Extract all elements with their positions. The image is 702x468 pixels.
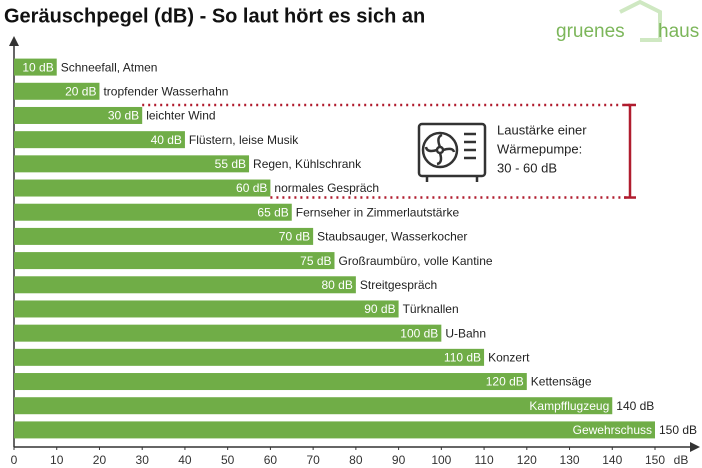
bar	[14, 421, 655, 439]
bar	[14, 179, 271, 197]
heat-pump-icon	[417, 122, 487, 182]
bar	[14, 106, 143, 124]
value-label: 30 dB	[108, 109, 139, 123]
chart-title: Geräuschpegel (dB) - So laut hört es sic…	[4, 5, 425, 27]
x-axis-label: dB	[674, 453, 689, 467]
annotation: Wärmepumpe:	[497, 141, 582, 156]
value-label: 140 dB	[616, 399, 654, 413]
category-label: leichter Wind	[146, 109, 215, 123]
category-label: Staubsauger, Wasserkocher	[317, 230, 467, 244]
bar	[14, 203, 292, 221]
category-label: Regen, Kühlschrank	[253, 157, 362, 171]
bar	[14, 155, 250, 173]
category-label: normales Gespräch	[274, 181, 379, 195]
annotation: 30 - 60 dB	[497, 160, 557, 175]
x-tick-label: 90	[392, 453, 406, 467]
x-tick-label: 50	[221, 453, 235, 467]
x-tick-label: 30	[136, 453, 150, 467]
logo-icon	[619, 0, 662, 42]
value-label: 120 dB	[486, 375, 524, 389]
bar	[14, 252, 335, 270]
category-label: Fernseher in Zimmerlautstärke	[296, 205, 460, 219]
category-label: Streitgespräch	[360, 278, 437, 292]
x-tick-label: 120	[517, 453, 537, 467]
logo-text: gruenes	[556, 21, 625, 42]
x-tick-label: 40	[178, 453, 192, 467]
value-label: 40 dB	[151, 133, 182, 147]
logo-text: haus	[658, 21, 699, 42]
value-label: 100 dB	[400, 326, 438, 340]
category-label: Kettensäge	[531, 375, 592, 389]
bar	[14, 373, 527, 391]
value-label: 110 dB	[444, 351, 481, 365]
category-label: Türknallen	[403, 302, 459, 316]
value-label: 10 dB	[22, 60, 53, 74]
value-label: 75 dB	[300, 254, 331, 268]
x-tick-label: 10	[50, 453, 64, 467]
value-label: 65 dB	[257, 205, 288, 219]
x-tick-label: 60	[264, 453, 278, 467]
bar	[14, 324, 442, 342]
bar	[14, 276, 356, 294]
category-label: U-Bahn	[445, 326, 486, 340]
x-tick-label: 20	[93, 453, 107, 467]
x-tick-label: 150	[645, 453, 665, 467]
value-label: 55 dB	[215, 157, 246, 171]
x-tick-label: 80	[349, 453, 363, 467]
category-label: tropfender Wasserhahn	[103, 84, 228, 98]
value-label: 70 dB	[279, 230, 310, 244]
x-tick-label: 0	[11, 453, 18, 467]
value-label: 90 dB	[364, 302, 395, 316]
value-label: 60 dB	[236, 181, 267, 195]
bar	[14, 227, 314, 245]
bar	[14, 82, 100, 100]
bar	[14, 58, 57, 76]
category-label: Flüstern, leise Musik	[189, 133, 299, 147]
bar	[14, 348, 485, 366]
y-axis-arrow	[9, 36, 19, 46]
value-label: 80 dB	[322, 278, 353, 292]
category-label: Gewehrschuss	[573, 423, 652, 437]
category-label: Konzert	[488, 351, 530, 365]
x-tick-label: 100	[431, 453, 451, 467]
bar	[14, 300, 399, 318]
value-label: 150 dB	[659, 423, 697, 437]
x-tick-label: 140	[602, 453, 622, 467]
value-label: 20 dB	[65, 84, 96, 98]
x-tick-label: 70	[306, 453, 320, 467]
bar	[14, 131, 185, 149]
x-axis-arrow	[690, 442, 700, 452]
category-label: Schneefall, Atmen	[61, 60, 158, 74]
category-label: Großraumbüro, volle Kantine	[339, 254, 493, 268]
annotation: Laustärke einer	[497, 122, 587, 137]
category-label: Kampfflugzeug	[529, 399, 609, 413]
x-tick-label: 130	[560, 453, 580, 467]
bar	[14, 397, 613, 415]
x-tick-label: 110	[474, 453, 493, 467]
